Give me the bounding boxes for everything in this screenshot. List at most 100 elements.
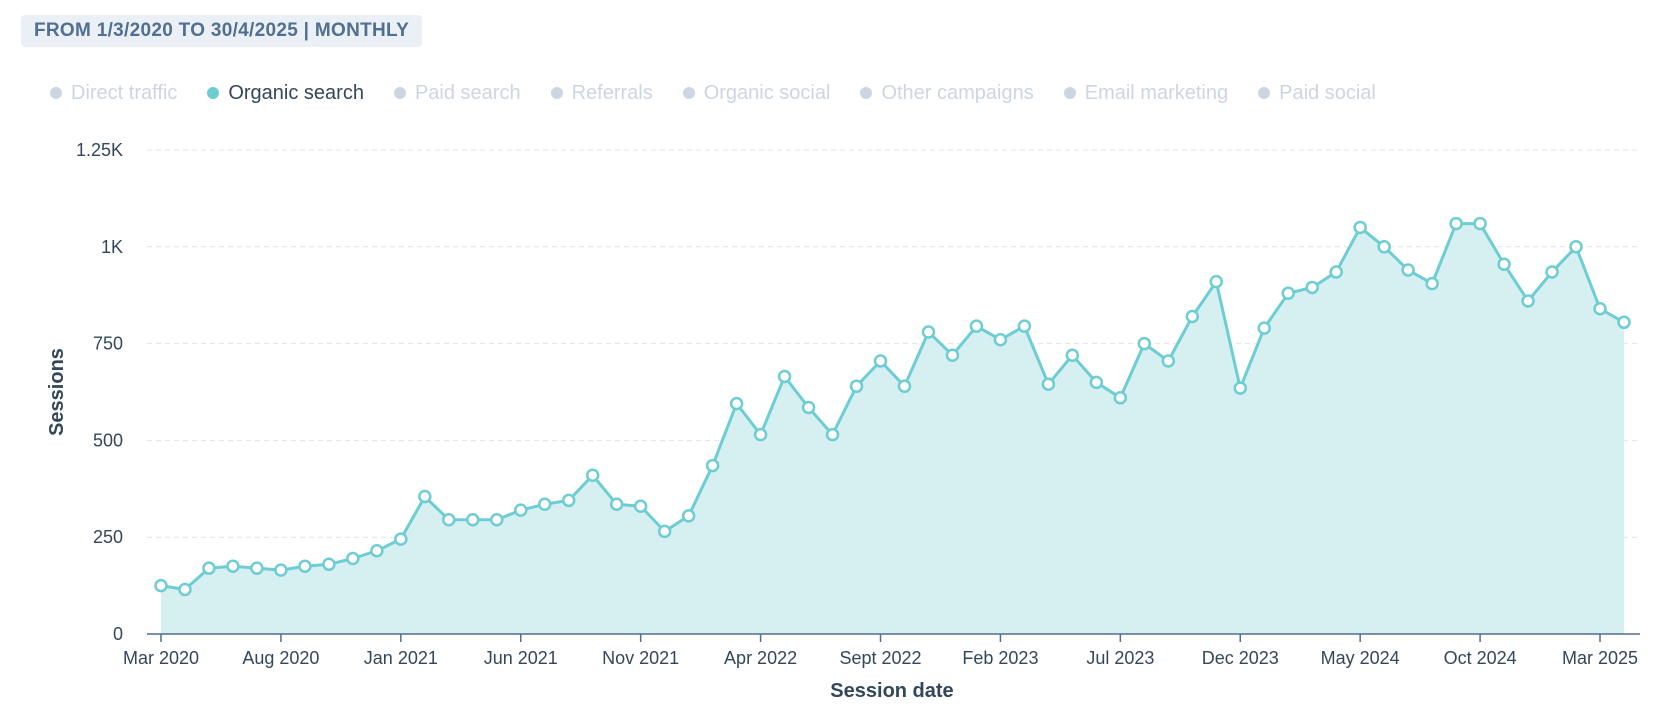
- data-point: [945, 348, 960, 362]
- data-point: [1233, 381, 1248, 395]
- data-point: [921, 325, 936, 339]
- data-point: [1473, 216, 1487, 231]
- data-point: [969, 319, 984, 333]
- data-point: [585, 468, 600, 482]
- legend-dot-icon: [50, 87, 62, 99]
- x-tick-label: Jul 2023: [1086, 648, 1154, 668]
- data-point: [178, 582, 192, 597]
- legend-item-organic-social[interactable]: Organic social: [682, 81, 831, 105]
- series-area-fill: [161, 223, 1624, 634]
- y-tick-label: 500: [93, 430, 123, 450]
- data-point: [1521, 294, 1535, 308]
- data-point: [1209, 274, 1224, 289]
- data-point: [1281, 286, 1295, 301]
- data-point: [1185, 309, 1200, 324]
- x-tick-label: May 2024: [1321, 648, 1400, 668]
- series-area-layer: [160, 222, 1625, 634]
- data-point: [202, 561, 216, 575]
- x-tick-label: Jun 2021: [484, 648, 558, 668]
- data-point: [1449, 216, 1463, 231]
- legend-dot-icon: [1063, 87, 1076, 99]
- legend-item-referrals[interactable]: Referrals: [550, 81, 653, 105]
- x-tick-label: Dec 2023: [1202, 648, 1279, 668]
- data-point: [490, 513, 504, 527]
- data-point: [633, 499, 648, 513]
- data-point: [1305, 280, 1319, 295]
- x-tick-label: Mar 2025: [1562, 648, 1638, 668]
- x-axis-title: Session date: [830, 680, 953, 702]
- data-point: [394, 532, 408, 546]
- data-point: [154, 578, 168, 593]
- legend-item-paid-social[interactable]: Paid social: [1258, 82, 1376, 105]
- data-point: [1113, 391, 1128, 405]
- data-point: [825, 427, 840, 442]
- data-point: [1425, 276, 1439, 291]
- y-tick-label: 1K: [101, 237, 123, 257]
- data-point: [322, 557, 336, 572]
- legend-label: Email marketing: [1084, 81, 1229, 104]
- data-point: [250, 561, 264, 575]
- legend-label: Organic social: [703, 81, 831, 104]
- x-tick-label: Jan 2021: [364, 648, 438, 668]
- x-tick-label: Aug 2020: [242, 648, 319, 668]
- data-point: [993, 332, 1008, 347]
- data-point: [370, 544, 384, 558]
- chart-legend: Direct traffic Organic search Paid searc…: [50, 80, 1376, 106]
- data-point: [1137, 336, 1152, 351]
- data-point: [1089, 375, 1104, 390]
- data-point: [801, 400, 816, 415]
- legend-label: Organic search: [228, 81, 364, 104]
- data-point: [1329, 265, 1343, 279]
- legend-dot-icon: [550, 87, 563, 99]
- y-tick-label: 0: [113, 624, 123, 644]
- data-point: [1065, 348, 1080, 362]
- legend-label: Direct traffic: [71, 81, 178, 104]
- legend-label: Other campaigns: [881, 81, 1034, 104]
- data-point: [1545, 265, 1559, 279]
- x-tick-label: Feb 2023: [962, 648, 1038, 668]
- data-point: [777, 369, 792, 384]
- x-tick-label: Apr 2022: [724, 648, 797, 668]
- legend-item-email-marketing[interactable]: Email marketing: [1063, 81, 1229, 105]
- legend-item-organic-search[interactable]: Organic search: [207, 82, 364, 105]
- date-range-badge: FROM 1/3/2020 TO 30/4/2025 | MONTHLY: [21, 15, 423, 47]
- legend-dot-icon: [207, 87, 220, 99]
- legend-item-other-campaigns[interactable]: Other campaigns: [860, 81, 1034, 105]
- data-point: [873, 354, 888, 368]
- data-point: [1497, 257, 1511, 271]
- data-point: [514, 503, 528, 517]
- data-point: [537, 497, 552, 512]
- data-point: [849, 379, 864, 393]
- data-point: [418, 489, 432, 504]
- legend-dot-icon: [860, 87, 873, 99]
- data-point: [753, 427, 768, 442]
- y-axis-title: Sessions: [46, 348, 68, 436]
- data-point: [346, 551, 360, 566]
- data-point: [729, 396, 744, 411]
- data-point: [298, 559, 312, 573]
- data-point: [609, 497, 624, 512]
- data-point: [1257, 321, 1271, 335]
- data-point: [1593, 302, 1607, 316]
- data-point: [1617, 315, 1631, 330]
- data-point: [657, 524, 672, 539]
- data-point: [274, 563, 288, 577]
- y-tick-label: 250: [93, 527, 123, 547]
- data-point: [681, 509, 696, 523]
- legend-dot-icon: [1258, 87, 1271, 99]
- data-point: [442, 513, 456, 527]
- data-point: [226, 559, 240, 573]
- data-point: [561, 493, 576, 508]
- data-point: [1353, 220, 1367, 235]
- data-point: [1377, 240, 1391, 254]
- y-tick-label: 750: [93, 334, 123, 354]
- legend-item-direct-traffic[interactable]: Direct traffic: [50, 82, 177, 105]
- data-point: [1569, 240, 1583, 254]
- legend-item-paid-search[interactable]: Paid search: [393, 82, 521, 105]
- axes: 0 250 500 750 1K 1.25K Mar 2020 Aug 2020 Jan 202…: [76, 140, 1640, 668]
- x-tick-label: Nov 2021: [602, 648, 679, 668]
- data-point: [1161, 354, 1176, 368]
- legend-dot-icon: [393, 87, 406, 99]
- legend-label: Referrals: [571, 81, 653, 104]
